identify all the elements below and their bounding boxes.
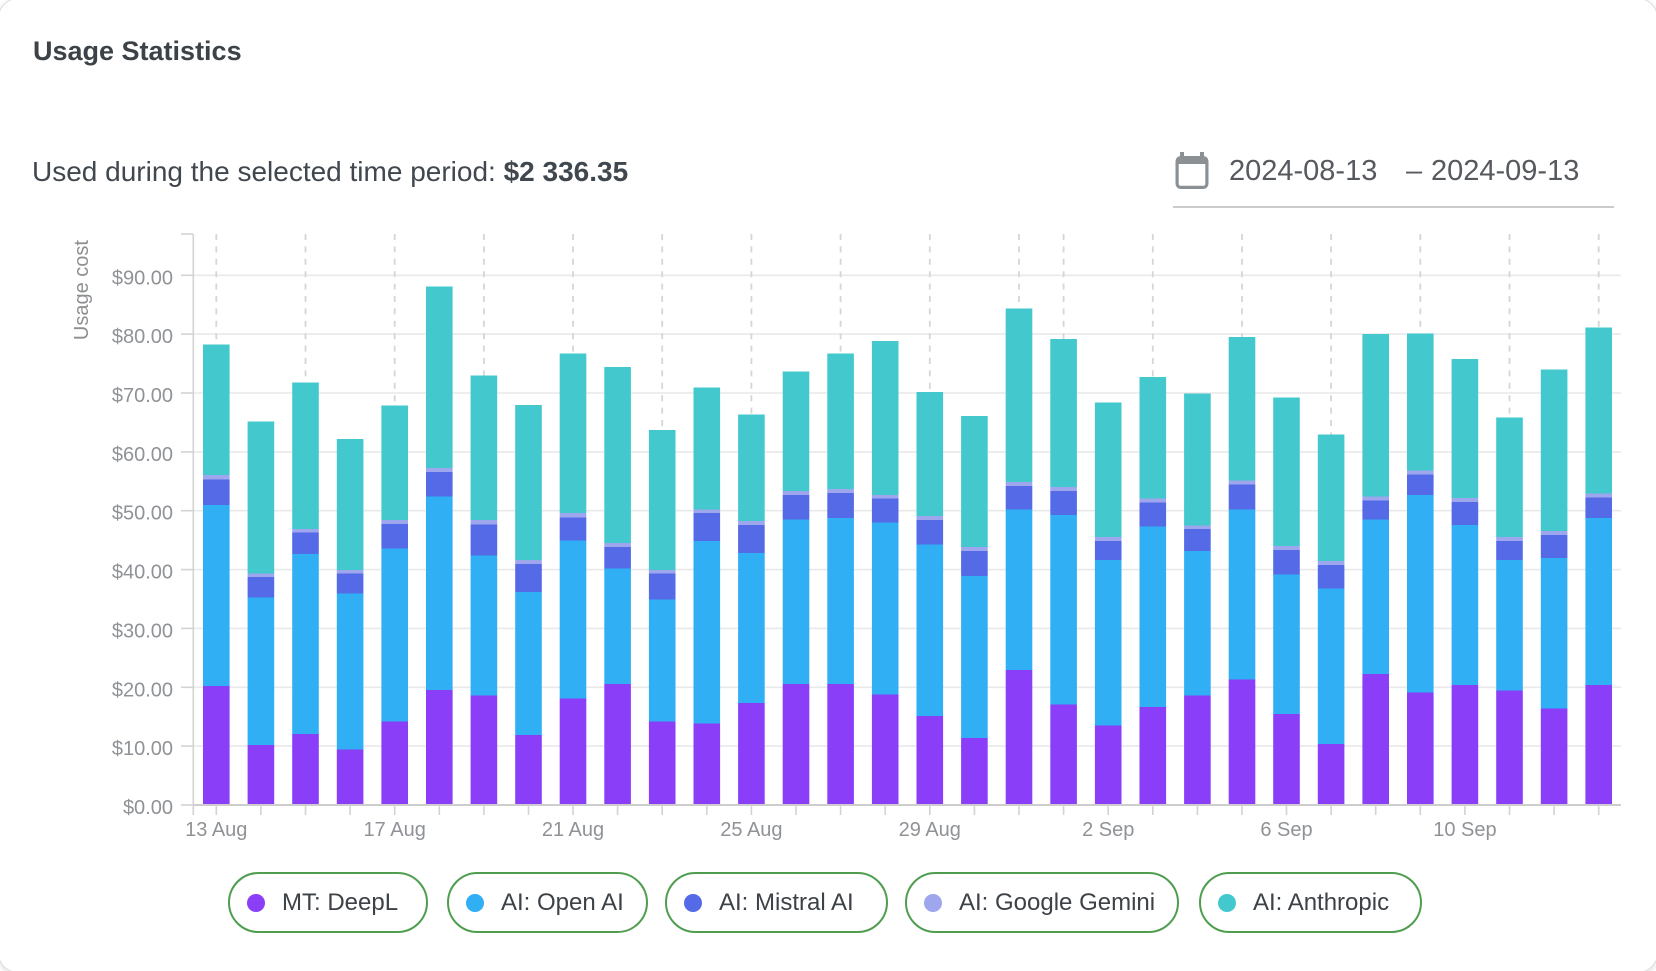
svg-text:$10.00: $10.00 (112, 738, 173, 760)
svg-text:25 Aug: 25 Aug (720, 819, 782, 841)
svg-text:$0.00: $0.00 (123, 797, 173, 819)
svg-text:17 Aug: 17 Aug (364, 819, 426, 841)
svg-text:$50.00: $50.00 (112, 503, 173, 525)
svg-text:$40.00: $40.00 (112, 562, 173, 584)
svg-text:Usage cost: Usage cost (71, 240, 93, 340)
svg-text:$60.00: $60.00 (112, 444, 173, 466)
svg-text:6 Sep: 6 Sep (1260, 819, 1312, 841)
svg-text:10 Sep: 10 Sep (1433, 819, 1496, 841)
svg-text:$20.00: $20.00 (112, 679, 173, 701)
svg-text:29 Aug: 29 Aug (899, 819, 961, 841)
svg-text:13 Aug: 13 Aug (185, 819, 247, 841)
svg-text:$30.00: $30.00 (112, 620, 173, 642)
svg-text:2 Sep: 2 Sep (1082, 819, 1134, 841)
svg-text:21 Aug: 21 Aug (542, 819, 604, 841)
svg-text:$80.00: $80.00 (112, 326, 173, 348)
svg-text:$90.00: $90.00 (112, 267, 173, 289)
svg-text:$70.00: $70.00 (112, 385, 173, 407)
